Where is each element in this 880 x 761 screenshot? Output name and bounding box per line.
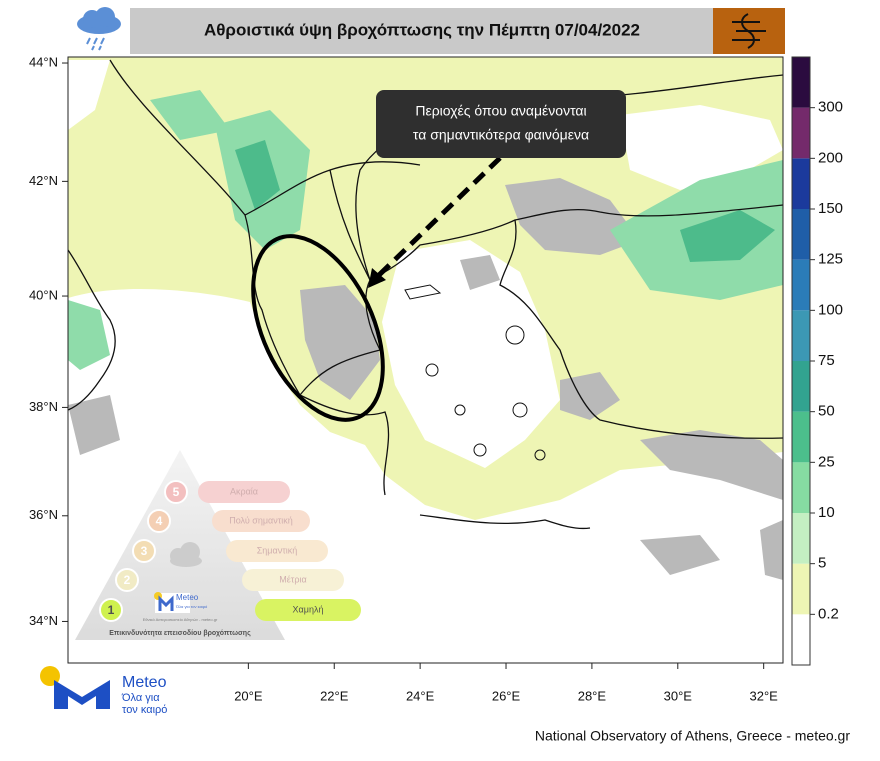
risk-level-box xyxy=(198,481,290,503)
y-tick-label: 44°N xyxy=(29,54,58,69)
risk-level-circle xyxy=(147,509,171,533)
colorbar-label: 200 xyxy=(818,149,843,166)
risk-level-circle xyxy=(115,568,139,592)
rain-icon xyxy=(77,7,121,51)
y-tick-label: 36°N xyxy=(29,507,58,522)
risk-level-label: Πολύ σημαντική xyxy=(229,515,293,525)
x-tick-label: 22°E xyxy=(320,688,349,703)
colorbar-label: 10 xyxy=(818,504,835,521)
x-tick-label: 32°E xyxy=(750,688,779,703)
pyramid xyxy=(75,450,285,640)
no-rain xyxy=(382,240,560,468)
colorbar-segment xyxy=(792,310,810,361)
annotation-line: τα σημαντικότερα φαινόμενα xyxy=(413,127,589,143)
risk-level-circle xyxy=(164,480,188,504)
colorbar-segment xyxy=(792,563,810,615)
risk-level-label: Ακραία xyxy=(230,486,258,496)
header-bar xyxy=(68,8,785,54)
risk-credit: Εθνικό Αστεροσκοπείο Αθηνών - meteo.gr xyxy=(143,617,218,622)
colorbar-segment xyxy=(792,259,810,311)
cloud-icon xyxy=(170,542,202,567)
islands xyxy=(404,284,546,461)
colorbar-segment xyxy=(792,614,810,665)
risk-tagline: Όλα για τον καιρό xyxy=(175,604,208,609)
risk-level-label: Σημαντική xyxy=(257,545,298,555)
colorbar: 0.2 5 10 25 50 75 100 125 150 200 300 xyxy=(792,57,843,665)
colorbar-label: 300 xyxy=(818,99,843,116)
risk-brand: Meteo xyxy=(176,593,199,602)
colorbar-frame xyxy=(791,56,811,666)
arrow-head xyxy=(368,268,386,288)
pointer-arrow xyxy=(376,156,502,278)
no-rain xyxy=(68,289,783,663)
colorbar-label: 100 xyxy=(818,301,843,318)
title: Αθροιστικά ύψη βροχόπτωσης την Πέμπτη 07… xyxy=(204,20,640,39)
risk-title: Επικινδυνότητα επεισοδίου βροχόπτωσης xyxy=(109,630,251,637)
risk-level-number: 3 xyxy=(141,544,148,558)
colorbar-segment xyxy=(792,107,810,159)
y-tick-label: 34°N xyxy=(29,613,58,628)
annotation-line: Περιοχές όπου αναμένονται xyxy=(415,103,586,119)
y-tick-label: 42°N xyxy=(29,173,58,188)
colorbar-segment xyxy=(792,209,810,260)
colorbar-label: 0.2 xyxy=(818,605,839,622)
y-tick-label: 40°N xyxy=(29,287,58,302)
footer: National Observatory of Athens, Greece -… xyxy=(535,728,850,744)
annotation-box xyxy=(376,90,626,158)
y-tick-label: 38°N xyxy=(29,399,58,414)
risk-scale: Ακραία 5 Πολύ σημαντική 4 Σημαντική 3 Μέτρια 2 Χ… xyxy=(75,450,361,640)
colorbar-segment xyxy=(792,462,810,513)
colorbar-label: 25 xyxy=(818,453,835,470)
colorbar-segment xyxy=(792,158,810,209)
logo-tagline: τον καιρό xyxy=(122,704,167,716)
x-tick-label: 26°E xyxy=(492,688,521,703)
x-tick-label: 28°E xyxy=(578,688,607,703)
logo-m xyxy=(54,680,110,709)
x-tick-label: 24°E xyxy=(406,688,435,703)
colorbar-label: 5 xyxy=(818,555,826,572)
risk-level-box xyxy=(226,540,328,562)
symbol-icon xyxy=(732,13,766,49)
colorbar-segment xyxy=(792,411,810,463)
risk-level-number: 5 xyxy=(173,485,180,499)
logo-name: Meteo xyxy=(122,674,167,691)
risk-level-box xyxy=(242,569,344,591)
no-rain xyxy=(68,60,110,130)
brand-m xyxy=(158,595,174,611)
risk-level-number: 2 xyxy=(124,573,131,587)
gray-areas xyxy=(68,178,783,580)
colorbar-segment xyxy=(792,57,810,108)
colorbar-label: 150 xyxy=(818,200,843,217)
risk-level-label: Χαμηλή xyxy=(293,604,324,614)
risk-level-number: 1 xyxy=(108,603,115,617)
risk-level-circle xyxy=(132,539,156,563)
no-rain xyxy=(620,105,783,190)
risk-level-box xyxy=(255,599,361,621)
x-tick-label: 30°E xyxy=(664,688,693,703)
risk-level-box xyxy=(212,510,310,532)
x-tick-label: 20°E xyxy=(234,688,263,703)
map-frame xyxy=(67,56,784,664)
logo-tagline: Όλα για xyxy=(121,692,160,704)
colorbar-segment xyxy=(792,361,810,412)
colorbar-label: 50 xyxy=(818,403,835,420)
colorbar-label: 125 xyxy=(818,251,843,268)
risk-level-number: 4 xyxy=(156,514,163,528)
risk-level-label: Μέτρια xyxy=(279,574,306,584)
colorbar-segment xyxy=(792,513,810,564)
highlight-ellipse xyxy=(251,234,385,422)
green-cores xyxy=(235,140,775,262)
risk-level-circle xyxy=(99,598,123,622)
colorbar-label: 75 xyxy=(818,352,835,369)
